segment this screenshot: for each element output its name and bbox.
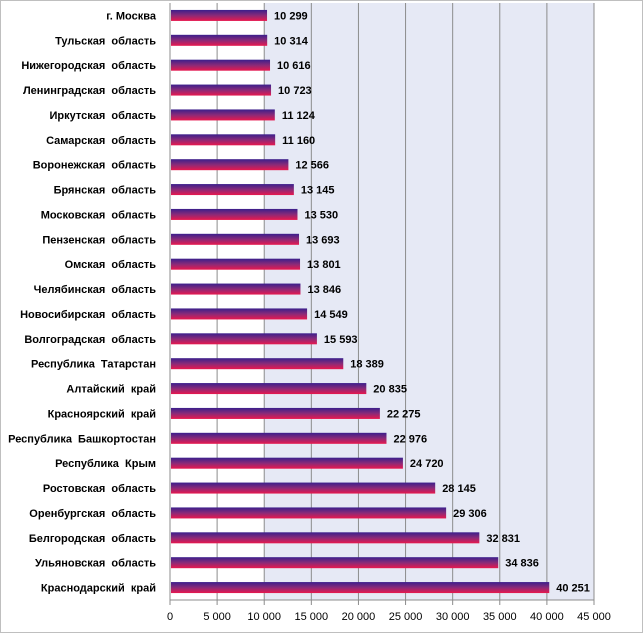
x-tick-label: 15 000 <box>295 611 329 623</box>
bar <box>171 407 380 419</box>
bar <box>171 582 550 594</box>
value-label: 10 299 <box>274 10 308 22</box>
value-label: 11 124 <box>282 110 316 122</box>
category-label: Республика Башкортостан <box>8 433 156 445</box>
category-label: Республика Татарстан <box>31 359 156 371</box>
bar <box>171 184 294 196</box>
bar <box>171 9 268 21</box>
value-label: 13 530 <box>304 209 338 221</box>
bar <box>171 532 480 544</box>
plot-shade <box>264 3 594 600</box>
x-tick-label: 20 000 <box>342 611 376 623</box>
category-label: Белгородская область <box>29 533 156 545</box>
value-label: 14 549 <box>314 309 348 321</box>
category-label: Самарская область <box>46 135 156 147</box>
category-label: Воронежская область <box>33 160 156 172</box>
category-label: Московская область <box>41 209 157 221</box>
value-label: 15 593 <box>324 334 358 346</box>
value-label: 24 720 <box>410 458 444 470</box>
bar <box>171 283 301 295</box>
bar <box>171 383 367 395</box>
value-label: 34 836 <box>505 558 539 570</box>
value-label: 22 976 <box>393 433 427 445</box>
x-tick-label: 0 <box>167 611 173 623</box>
bar <box>171 457 403 469</box>
value-labels: 10 299 10 314 10 616 10 723 11 124 11 160 12 5… <box>274 10 590 594</box>
category-label: Волгоградская область <box>24 334 156 346</box>
bar <box>171 258 301 270</box>
category-label: г. Москва <box>106 10 157 22</box>
category-label: Иркутская область <box>49 110 156 122</box>
x-axis: 0 5 000 10 000 15 000 20 000 25 000 30 000 35 0… <box>167 599 611 623</box>
category-label: Республика Крым <box>55 458 156 470</box>
value-label: 29 306 <box>453 508 487 520</box>
value-label: 10 723 <box>278 85 312 97</box>
x-tick-label: 30 000 <box>436 611 470 623</box>
bar <box>171 34 268 46</box>
value-label: 22 275 <box>387 408 421 420</box>
value-label: 32 831 <box>486 533 520 545</box>
category-label: Ростовская область <box>43 483 156 495</box>
value-label: 13 693 <box>306 234 340 246</box>
category-label: Нижегородская область <box>21 60 156 72</box>
bar <box>171 507 447 519</box>
category-label: Тульская область <box>55 35 156 47</box>
value-label: 10 314 <box>274 35 309 47</box>
value-label: 40 251 <box>556 583 590 595</box>
bar <box>171 432 387 444</box>
bar <box>171 308 308 320</box>
value-label: 13 801 <box>307 259 341 271</box>
x-tick-label: 5 000 <box>203 611 231 623</box>
category-label: Пензенская область <box>42 234 156 246</box>
category-label: Брянская область <box>54 185 157 197</box>
bar <box>171 208 298 220</box>
x-tick-label: 10 000 <box>247 611 281 623</box>
bar <box>171 159 289 171</box>
category-label: Ленинградская область <box>23 85 156 97</box>
bars <box>171 9 550 594</box>
value-label: 13 846 <box>307 284 341 296</box>
value-label: 13 145 <box>301 185 335 197</box>
bar <box>171 109 275 121</box>
bar <box>171 134 276 146</box>
x-tick-label: 35 000 <box>483 611 517 623</box>
bar <box>171 233 300 245</box>
value-label: 12 566 <box>295 160 329 172</box>
category-label: Новосибирская область <box>20 309 156 321</box>
category-label: Челябинская область <box>34 284 157 296</box>
value-label: 20 835 <box>373 384 407 396</box>
plot-area <box>170 3 594 600</box>
value-label: 10 616 <box>277 60 311 72</box>
value-label: 18 389 <box>350 359 384 371</box>
category-label: Краснодарский край <box>41 583 156 595</box>
bar <box>171 59 271 71</box>
bar <box>171 358 344 370</box>
category-label: Оренбургская область <box>29 508 156 520</box>
x-tick-label: 25 000 <box>389 611 423 623</box>
bar <box>171 333 317 345</box>
category-label: Красноярский край <box>48 408 156 420</box>
category-label: Омская область <box>65 259 157 271</box>
category-labels: г. Москва Тульская область Нижегородская о… <box>8 10 157 594</box>
bar <box>171 557 499 569</box>
x-tick-label: 40 000 <box>530 611 564 623</box>
value-label: 11 160 <box>282 135 315 147</box>
category-label: Алтайский край <box>66 384 156 396</box>
bar <box>171 84 272 96</box>
gridlines <box>169 3 595 600</box>
category-label: Ульяновская область <box>35 558 156 570</box>
x-tick-label: 45 000 <box>577 611 611 623</box>
bar <box>171 482 436 494</box>
value-label: 28 145 <box>442 483 476 495</box>
